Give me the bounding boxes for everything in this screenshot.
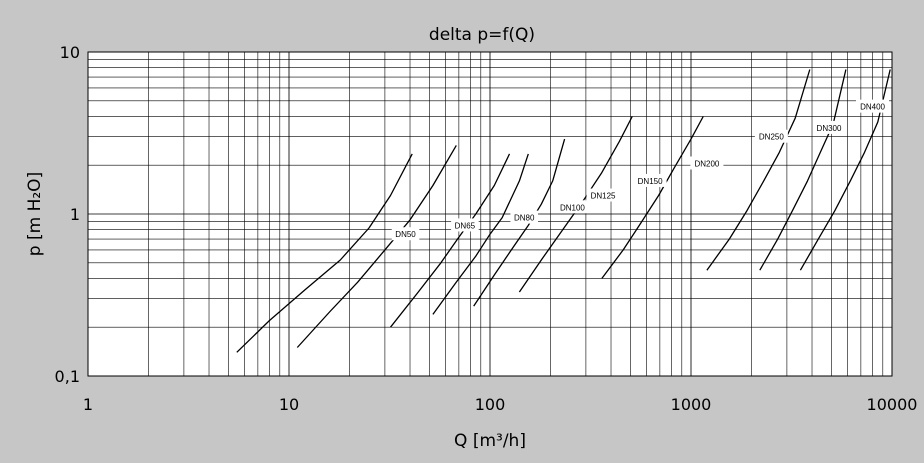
series-line-dn80 [389,153,511,328]
y-axis-label: p [m H₂O] [25,172,45,256]
series-label-dn50: DN50 [395,230,416,239]
series-line-dn200 [601,116,704,279]
series-line-dn125 [473,138,566,307]
y-tick-labels: 0,1 1 10 [55,43,80,386]
series-label-bg [391,227,420,241]
series-line-dn100 [432,153,529,315]
series-label-dn100: DN100 [560,203,585,212]
series-label-bg [586,188,620,202]
plot-area: DN50 DN65 DN80 DN100 DN125 DN150 DN200 DN250 DN3… [87,51,893,377]
series-label-dn250: DN250 [759,133,784,142]
series-line-dn65 [296,145,457,348]
series-label-dn125: DN125 [591,192,616,201]
chart-title: delta p=f(Q) [429,25,535,45]
series-label-bg [510,210,539,224]
series-label-bg [451,218,479,232]
series-label-bg [856,99,890,113]
series-line-dn250 [706,69,811,271]
series-labels: DN50 DN65 DN80 DN100 DN125 DN150 DN200 DN250 DN3… [391,99,890,241]
x-tick-label: 10 [279,395,299,414]
x-tick-label: 1000 [671,395,712,414]
y-tick-label: 1 [70,205,80,224]
series-label-dn400: DN400 [860,103,885,112]
series-line-dn400 [799,69,891,271]
grid [87,51,893,377]
x-axis-label: Q [m³/h] [454,431,526,451]
series-line-dn50 [236,153,413,353]
series-label-bg [812,120,846,134]
x-tick-label: 1 [83,395,93,414]
series-label-dn150: DN150 [638,177,663,186]
series-label-bg [633,173,667,187]
series-label-dn200: DN200 [694,159,719,168]
series-label-dn65: DN65 [455,221,476,230]
series-label-dn300: DN300 [817,124,842,133]
x-tick-label: 10000 [867,395,918,414]
y-tick-label: 10 [60,43,80,62]
y-tick-label: 0,1 [55,367,80,386]
series-label-dn80: DN80 [514,214,535,223]
series-label-bg [754,129,788,143]
series-label-bg [690,156,724,170]
series-label-bg [555,200,589,214]
x-tick-label: 100 [475,395,506,414]
x-tick-labels: 1 10 100 1000 10000 [83,395,918,414]
